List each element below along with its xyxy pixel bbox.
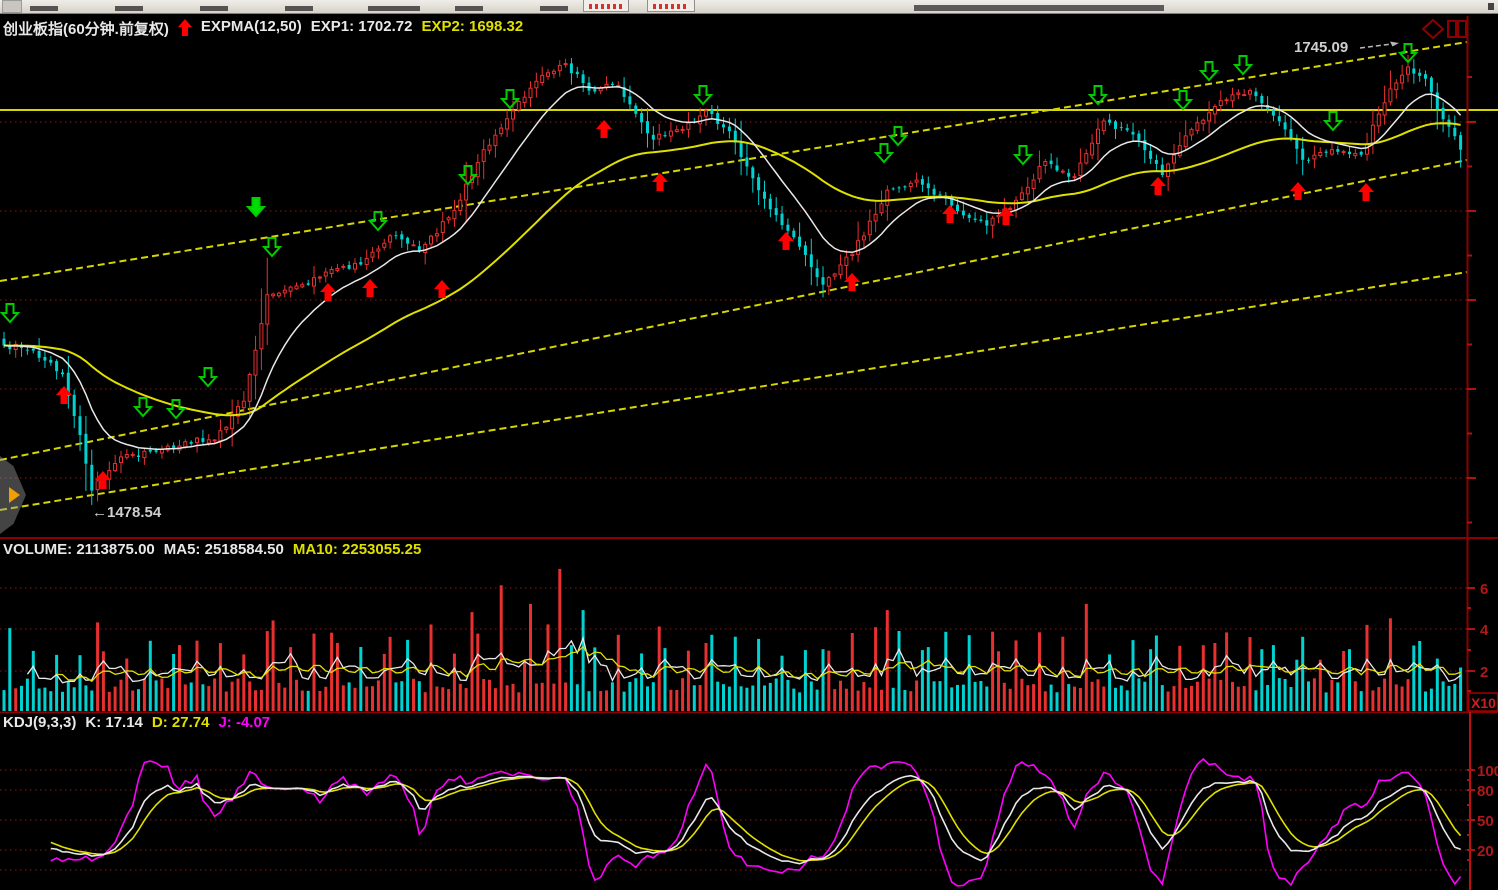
red-button-text (589, 4, 623, 9)
toolbar-red-button-2[interactable] (647, 0, 695, 12)
svg-text:20: 20 (1477, 843, 1494, 860)
play-right-icon (9, 487, 20, 503)
svg-text:2: 2 (1480, 664, 1488, 681)
menu-item-2[interactable] (115, 6, 143, 11)
sell-arrow-icon (132, 397, 154, 418)
svg-text:80: 80 (1477, 783, 1494, 800)
symbol-title: 创业板指(60分钟.前复权) (3, 21, 169, 38)
buy-arrow-icon (778, 232, 794, 250)
menu-item-7[interactable] (540, 6, 568, 11)
sell-arrow-icon (197, 367, 219, 388)
volume-ma5-value: MA5: 2518584.50 (163, 541, 284, 558)
sell-arrow-icon (1322, 111, 1344, 132)
split-window-icon (1447, 20, 1457, 38)
svg-text:X10: X10 (1471, 695, 1496, 711)
candlesticks (2, 55, 1463, 505)
main-chart-title: 创业板指(60分钟.前复权) EXPMA(12,50) EXP1: 1702.7… (3, 18, 523, 39)
pane-separator (0, 711, 1498, 713)
pane-separator (0, 537, 1498, 539)
buy-arrow-icon (942, 205, 958, 223)
sell-arrow-icon (165, 399, 187, 420)
toolbar-red-button-1[interactable] (583, 0, 629, 12)
menu-item-5[interactable] (368, 6, 420, 11)
sell-arrow-icon (1198, 61, 1220, 82)
sell-arrow-icon (1172, 90, 1194, 111)
volume-title: VOLUME: 2113875.00 MA5: 2518584.50 MA10:… (3, 541, 421, 558)
diamond-icon (1421, 18, 1445, 40)
indicator-label: EXPMA(12,50) (200, 18, 302, 35)
sell-arrow-icon (1012, 145, 1034, 166)
menu-item-3[interactable] (200, 6, 228, 11)
buy-arrow-icon (1290, 182, 1306, 200)
menu-bar (0, 0, 1498, 14)
volume-ma10-value: MA10: 2253055.25 (292, 541, 422, 558)
app-icon (2, 0, 22, 13)
buy-arrow-icon (652, 173, 668, 191)
sell-arrow-icon (692, 85, 714, 106)
sell-arrow-icon (873, 143, 895, 164)
kdj-name: KDJ(9,3,3) (3, 714, 77, 731)
menu-item-4[interactable] (285, 6, 313, 11)
buy-arrow-icon (998, 207, 1014, 225)
buy-arrow-icon (596, 120, 612, 138)
kdj-lines (50, 757, 1462, 887)
sell-arrow-icon (261, 237, 283, 258)
volume-bars (2, 568, 1463, 711)
menu-item-1[interactable] (30, 6, 58, 11)
kdj-d-value: D: 27.74 (151, 714, 210, 731)
svg-text:4: 4 (1480, 622, 1489, 639)
buy-arrow-icon (1150, 177, 1166, 195)
buy-arrow-icon (434, 280, 450, 298)
buy-arrow-icon (844, 273, 860, 291)
gridlines (0, 121, 1467, 871)
buy-arrow-icon (320, 283, 336, 301)
sell-arrow-icon (0, 303, 21, 324)
buy-arrow-icon (1358, 183, 1374, 201)
svg-text:50: 50 (1477, 813, 1494, 830)
up-arrow-icon (177, 19, 192, 36)
buy-arrow-icon (56, 386, 72, 404)
sell-arrow-icon (1397, 43, 1419, 64)
buy-arrow-icon (362, 279, 378, 297)
red-button-text (653, 4, 689, 9)
sell-arrow-icon (499, 89, 521, 110)
sell-arrow-icon (1232, 55, 1254, 76)
split-window-icon (1457, 20, 1467, 38)
signal-arrows (0, 43, 1419, 489)
low-price-annotation: ←1478.54 (92, 504, 162, 521)
trend-lines (0, 41, 1467, 511)
kdj-j-value: J: -4.07 (218, 714, 271, 731)
sell-arrow-icon (457, 165, 479, 186)
sell-arrow-icon (1087, 85, 1109, 106)
sell-arrow-icon (245, 197, 267, 218)
annotation-arrowhead (1390, 41, 1399, 47)
volume-value: VOLUME: 2113875.00 (3, 541, 155, 558)
sell-arrow-icon (887, 126, 909, 147)
buy-arrow-icon (95, 471, 111, 489)
annotation-arrow (1359, 43, 1393, 49)
kdj-k-value: K: 17.14 (85, 714, 143, 731)
svg-text:6: 6 (1480, 581, 1488, 598)
exp1-value: EXP1: 1702.72 (310, 18, 413, 35)
brand-text (914, 5, 1164, 11)
menu-item-6[interactable] (455, 6, 483, 11)
sell-arrow-icon (367, 211, 389, 232)
window-control-mark (1488, 3, 1494, 10)
svg-text:100: 100 (1477, 763, 1498, 780)
kdj-title: KDJ(9,3,3) K: 17.14 D: 27.74 J: -4.07 (3, 714, 270, 731)
exp2-value: EXP2: 1698.32 (421, 18, 524, 35)
high-price-annotation: 1745.09 (1294, 39, 1349, 56)
